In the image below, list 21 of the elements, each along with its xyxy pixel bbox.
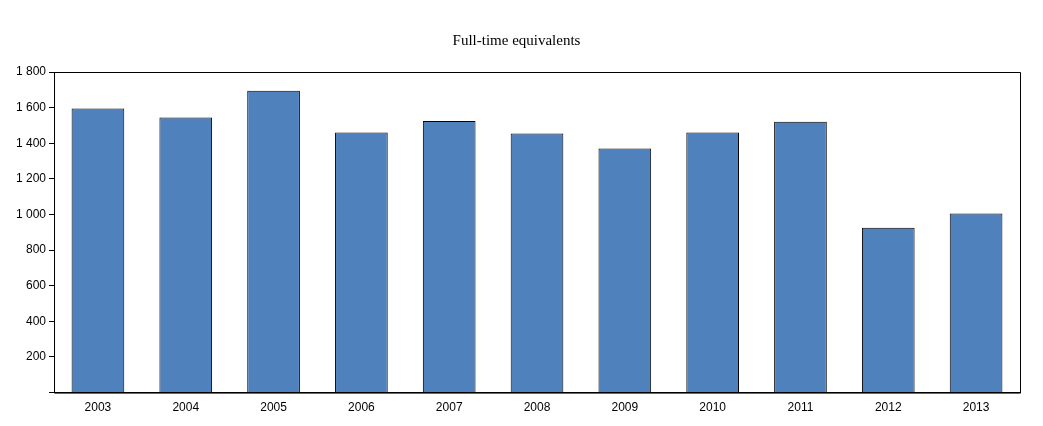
y-tick-label: 1 200 [16, 171, 47, 186]
y-tick-label: 1 600 [16, 99, 47, 114]
x-tick-label: 2009 [611, 400, 639, 415]
x-tick-label: 2011 [787, 400, 814, 415]
y-tick-label: 1 000 [16, 206, 47, 221]
x-tick-label: 2006 [348, 400, 376, 415]
y-tick-label: 800 [26, 242, 47, 257]
y-tick-label: 1 400 [16, 135, 47, 150]
y-tick-label: 200 [26, 349, 47, 364]
chart-title: Full-time equivalents [452, 31, 581, 48]
x-tick-label: 2008 [523, 400, 551, 415]
x-tick-label: 2004 [172, 400, 200, 415]
y-tick-label: 400 [26, 313, 47, 328]
x-tick-label: 2005 [260, 400, 288, 415]
x-tick-label: 2013 [962, 400, 990, 415]
x-tick-label: 2010 [699, 400, 727, 415]
y-tick-label: 1 800 [16, 64, 47, 79]
x-tick-label: 2012 [874, 400, 902, 415]
x-tick-label: 2007 [435, 400, 463, 415]
y-tick-label: 600 [26, 278, 47, 293]
x-tick-label: 2003 [84, 400, 112, 415]
